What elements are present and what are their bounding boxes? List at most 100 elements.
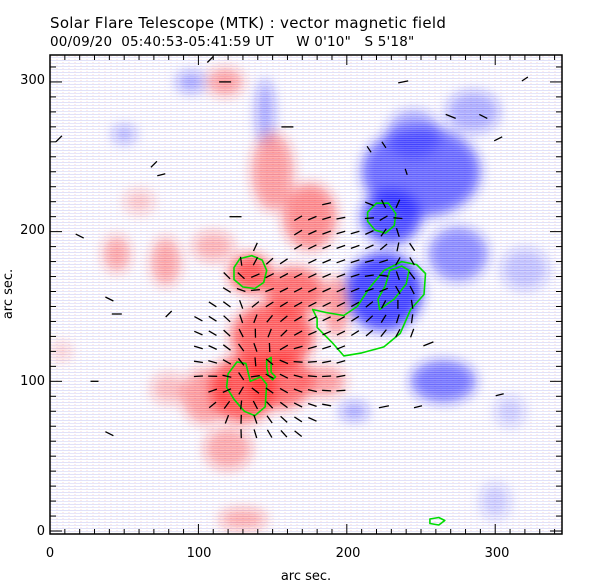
vector-grid-21 — [208, 388, 218, 393]
vector-grid-78 — [395, 328, 401, 338]
vector-9 — [150, 160, 158, 168]
vector-grid-169 — [293, 215, 303, 222]
vector-grid-63 — [336, 345, 346, 350]
vector-grid-34 — [238, 372, 245, 381]
vector-grid-145 — [336, 259, 346, 264]
vector-grid-158 — [379, 243, 388, 251]
vector-grid-113 — [250, 288, 260, 292]
vector-grid-9 — [280, 415, 288, 423]
vector-grid-85 — [266, 314, 274, 323]
vector-grid-108 — [380, 300, 387, 309]
vector-grid-66 — [223, 329, 231, 337]
contour-small-1 — [429, 516, 446, 526]
vector-grid-5 — [224, 414, 230, 424]
vector-grid-134 — [350, 273, 360, 278]
vector-grid-3 — [280, 429, 288, 438]
vector-grid-42 — [193, 360, 203, 364]
vector-grid-22 — [222, 388, 232, 393]
vector-grid-31 — [193, 375, 203, 378]
vector-grid-103 — [308, 301, 317, 307]
vector-grid-115 — [279, 287, 289, 293]
vector-grid-45 — [237, 357, 245, 366]
vector-grid-99 — [251, 301, 260, 308]
vector-19 — [378, 405, 390, 409]
vector-grid-163 — [322, 230, 332, 235]
vector-grid-11 — [308, 416, 317, 422]
vector-20 — [413, 405, 423, 409]
vector-grid-119 — [336, 287, 346, 293]
contour-neg-inner — [377, 265, 410, 311]
vector-17 — [105, 431, 114, 437]
vector-grid-124 — [409, 285, 415, 295]
vector-grid-28 — [307, 388, 317, 393]
vector-grid-76 — [365, 329, 374, 337]
vector-grid-87 — [293, 315, 303, 322]
vector-grid-131 — [308, 273, 317, 279]
vector-grid-141 — [265, 257, 274, 265]
scanline-overlay — [50, 55, 562, 534]
vector-grid-135 — [364, 274, 374, 277]
vector-grid-161 — [293, 229, 303, 236]
vector-grid-147 — [364, 259, 374, 264]
y-tick-label-200: 200 — [20, 223, 45, 238]
vector-grid-50 — [307, 360, 317, 363]
vector-grid-33 — [222, 374, 232, 378]
vector-grid-162 — [308, 230, 317, 235]
vector-grid-86 — [279, 315, 288, 323]
vector-grid-8 — [266, 415, 273, 424]
vector-grid-26 — [279, 387, 289, 394]
y-tick-label-300: 300 — [20, 73, 45, 88]
vector-grid-10 — [294, 416, 303, 423]
vector-12 — [75, 233, 84, 239]
vector-grid-70 — [280, 329, 288, 337]
vector-grid-79 — [409, 328, 415, 338]
vector-grid-41 — [336, 374, 346, 378]
vector-1 — [206, 56, 214, 63]
vector-grid-132 — [322, 273, 332, 278]
contour-pos-core-1 — [233, 254, 268, 290]
vector-grid-127 — [250, 273, 260, 278]
vector-grid-126 — [237, 272, 245, 280]
vector-grid-73 — [322, 330, 332, 336]
vector-grid-150 — [409, 257, 415, 266]
vector-grid-175 — [393, 217, 403, 220]
vector-grid-114 — [265, 287, 275, 293]
vector-grid-16 — [266, 401, 274, 409]
vector-13 — [105, 296, 114, 302]
vector-grid-2 — [266, 429, 273, 438]
chart-title: Solar Flare Telescope (MTK) : vector mag… — [50, 14, 447, 32]
plot-area — [50, 55, 562, 534]
vector-grid-137 — [395, 271, 400, 281]
vector-grid-39 — [307, 375, 317, 378]
vector-grid-164 — [336, 230, 346, 235]
x-tick-label-200: 200 — [336, 546, 361, 561]
vector-grid-77 — [380, 329, 387, 338]
vector-grid-154 — [322, 244, 332, 250]
position-south: S 5'18" — [364, 34, 415, 50]
contour-neg-core-1 — [366, 202, 397, 234]
vector-grid-123 — [395, 285, 401, 295]
x-tick-label-0: 0 — [46, 546, 54, 561]
vector-grid-128 — [265, 273, 274, 279]
vector-grid-149 — [395, 257, 401, 266]
vector-grid-107 — [365, 301, 374, 308]
vector-grid-98 — [238, 299, 244, 309]
x-tick-label-300: 300 — [485, 546, 510, 561]
vector-grid-88 — [308, 316, 317, 322]
vector-grid-112 — [236, 287, 246, 293]
vector-grid-62 — [322, 345, 332, 350]
vector-grid-146 — [350, 259, 360, 264]
vector-8 — [55, 135, 63, 143]
vector-grid-19 — [307, 402, 317, 408]
vector-grid-69 — [267, 328, 272, 338]
vector-21 — [495, 393, 504, 397]
vector-grid-102 — [293, 301, 303, 308]
vector-grid-91 — [350, 315, 360, 322]
vector-grid-40 — [322, 375, 332, 378]
vector-grid-155 — [336, 244, 346, 250]
vector-grid-104 — [322, 301, 331, 307]
vector-grid-14 — [240, 400, 243, 410]
vector-grid-24 — [251, 387, 260, 394]
vector-grid-93 — [380, 314, 387, 323]
y-tick-label-0: 0 — [37, 524, 45, 539]
